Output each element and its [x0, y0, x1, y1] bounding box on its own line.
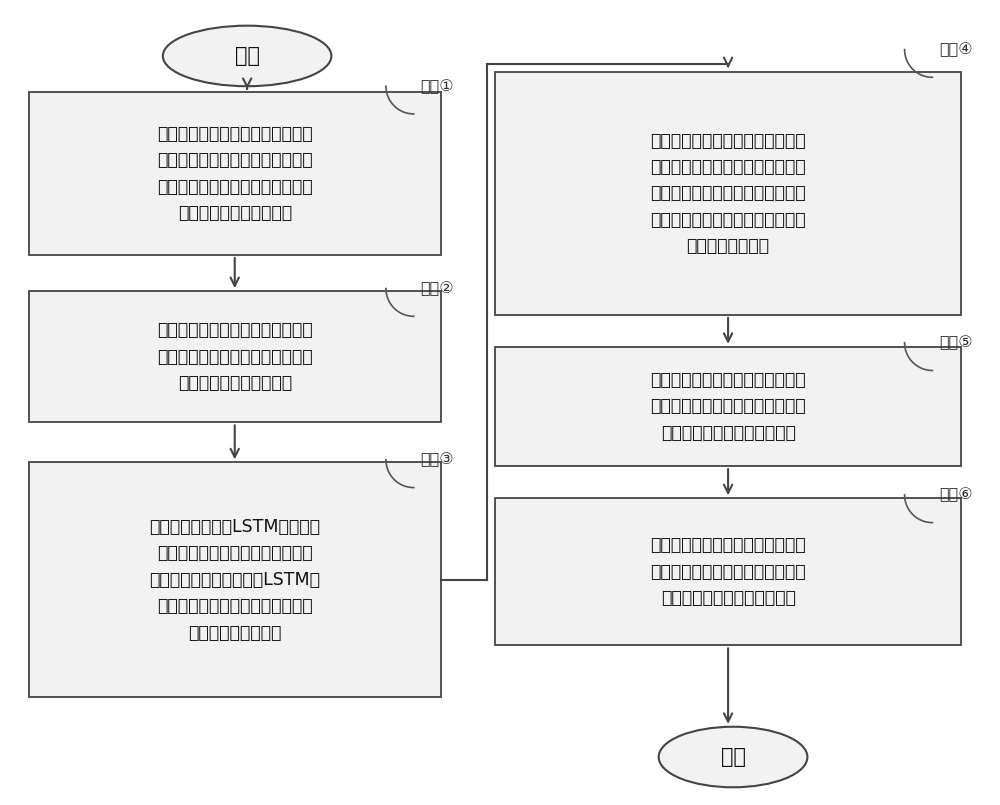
Text: 结束: 结束 — [721, 747, 746, 767]
Text: 将欲进行故障分类的输电线路三相
故障电流信号的采样序列作为模型
的输入，由输出得到故障类型: 将欲进行故障分类的输电线路三相 故障电流信号的采样序列作为模型 的输入，由输出得… — [650, 536, 806, 607]
Ellipse shape — [659, 727, 807, 787]
Text: 步骤⑥: 步骤⑥ — [939, 487, 973, 502]
Text: 步骤②: 步骤② — [421, 281, 454, 296]
Text: 步骤③: 步骤③ — [421, 452, 454, 468]
Text: 步骤④: 步骤④ — [939, 42, 973, 57]
FancyBboxPatch shape — [29, 92, 441, 255]
Ellipse shape — [163, 26, 331, 86]
Text: 开始: 开始 — [235, 46, 260, 66]
Text: 步骤①: 步骤① — [421, 79, 454, 93]
FancyBboxPatch shape — [495, 347, 961, 466]
Text: 建立基于深度学习LSTM网络的输
电线路故障分类模型，将训练集中
的三相故障电流序列作为LSTM网
络的输入，通过前向传播得到当前
网络输出的故障类别: 建立基于深度学习LSTM网络的输 电线路故障分类模型，将训练集中 的三相故障电流… — [149, 518, 320, 642]
Text: 制作包含多个不同类型故障样本的
数据集，并按一定比例将其划分为
训练集、验证集和测试集: 制作包含多个不同类型故障样本的 数据集，并按一定比例将其划分为 训练集、验证集和… — [157, 321, 313, 392]
Text: 数据采集，获取输电线路发生故障
之后，输电线路产生的三相故障电
流波形数据，并对其进行采样得到
三相电流信号的采样序列: 数据采集，获取输电线路发生故障 之后，输电线路产生的三相故障电 流波形数据，并对… — [157, 125, 313, 222]
Text: 通过损失函数计算网络的输出与实
际标签之间的误差，并将该误差值
与损失函数的梯度一起反馈给网络
更新权重，从而实现反向传播过程
中减小误差的目的: 通过损失函数计算网络的输出与实 际标签之间的误差，并将该误差值 与损失函数的梯度… — [650, 131, 806, 255]
FancyBboxPatch shape — [495, 498, 961, 646]
FancyBboxPatch shape — [29, 462, 441, 697]
FancyBboxPatch shape — [29, 291, 441, 423]
FancyBboxPatch shape — [495, 72, 961, 315]
Text: 训练完成后，对模型进行验证和测
试，并将训练得到的输电线路故障
分类模型的重要信息保存下来: 训练完成后，对模型进行验证和测 试，并将训练得到的输电线路故障 分类模型的重要信… — [650, 371, 806, 442]
Text: 步骤⑤: 步骤⑤ — [939, 335, 973, 350]
